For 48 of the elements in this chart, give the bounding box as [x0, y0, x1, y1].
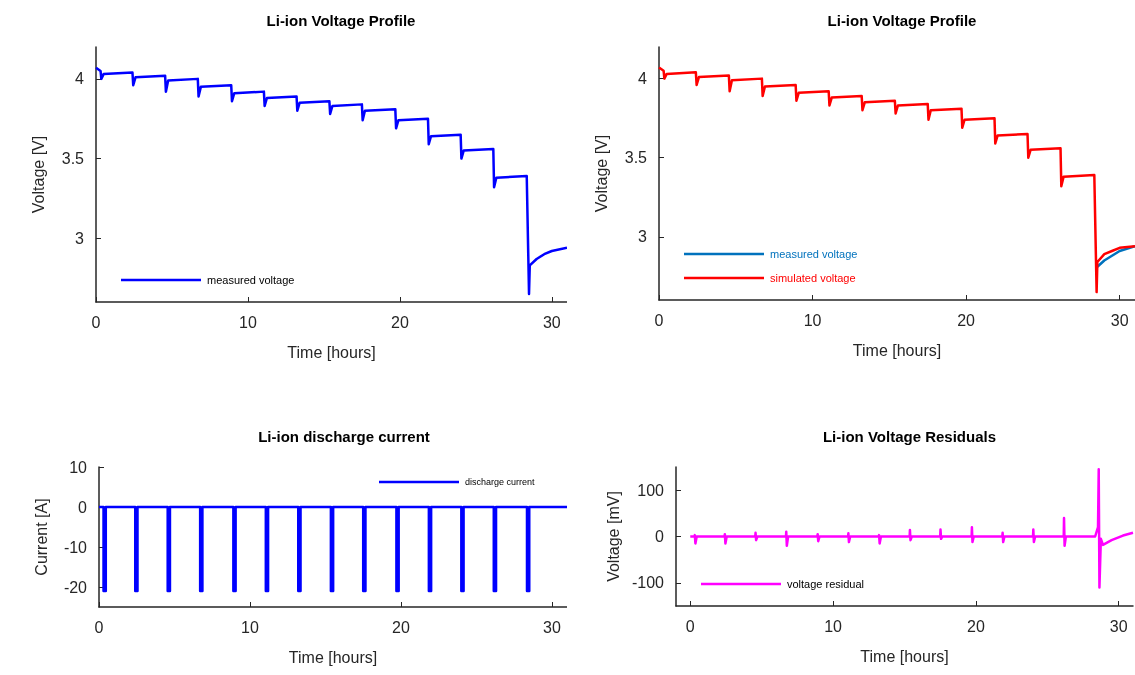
- line-series: [657, 66, 1135, 294]
- y-axis-title: Voltage [mV]: [604, 491, 622, 582]
- x-tick-label: 10: [239, 313, 257, 331]
- text: voltage residual: [787, 578, 865, 590]
- x-tick-label: 20: [957, 311, 976, 329]
- x-tick-label: 0: [685, 617, 695, 635]
- y-axis-title: Current [A]: [32, 498, 50, 576]
- chart-title: Li-ion Voltage Residuals: [822, 428, 997, 445]
- y-tick-label: 4: [638, 70, 648, 88]
- y-tick-label: -10: [63, 538, 88, 556]
- x-axis-title: Time [hours]: [287, 343, 376, 361]
- x-tick-label: 20: [390, 313, 409, 331]
- x-tick-label: 10: [803, 311, 822, 329]
- text: discharge current: [465, 477, 536, 487]
- x-tick-label: 0: [94, 618, 104, 636]
- x-tick-label: 30: [1109, 617, 1128, 635]
- y-tick-label: 3: [638, 228, 648, 246]
- line-series: [94, 66, 567, 296]
- x-tick-label: 30: [1110, 311, 1129, 329]
- text: simulated voltage: [770, 272, 856, 284]
- x-tick-label: 30: [543, 618, 561, 636]
- x-axis-title: Time [hours]: [288, 648, 378, 666]
- chart-title: Li-ion Voltage Profile: [827, 12, 977, 29]
- text: measured voltage: [770, 248, 858, 260]
- y-tick-label: 3.5: [61, 150, 85, 168]
- x-tick-label: 10: [824, 617, 843, 635]
- y-axis-title: Voltage [V]: [592, 134, 610, 213]
- y-tick-label: 10: [69, 458, 88, 476]
- x-tick-label: 30: [542, 313, 561, 331]
- y-tick-label: -20: [63, 578, 88, 596]
- y-tick-label: 4: [75, 70, 85, 88]
- y-axis-title: Voltage [V]: [29, 135, 47, 214]
- x-tick-label: 10: [241, 618, 259, 636]
- chart-title: Li-ion Voltage Profile: [266, 12, 416, 29]
- y-tick-label: 0: [655, 528, 665, 545]
- y-tick-label: 3.5: [624, 149, 648, 167]
- y-tick-label: 0: [78, 498, 88, 516]
- x-axis-title: Time [hours]: [860, 647, 949, 665]
- chart-title: Li-ion discharge current: [258, 428, 430, 445]
- y-tick-label: -100: [631, 574, 665, 592]
- x-tick-label: 20: [967, 617, 985, 635]
- y-tick-label: 100: [637, 481, 665, 499]
- text: measured voltage: [207, 274, 295, 286]
- y-tick-label: 3: [75, 229, 85, 247]
- line-series: [689, 468, 1135, 589]
- x-axis-title: Time [hours]: [852, 341, 942, 359]
- x-tick-label: 0: [91, 313, 101, 331]
- x-tick-label: 20: [392, 618, 410, 636]
